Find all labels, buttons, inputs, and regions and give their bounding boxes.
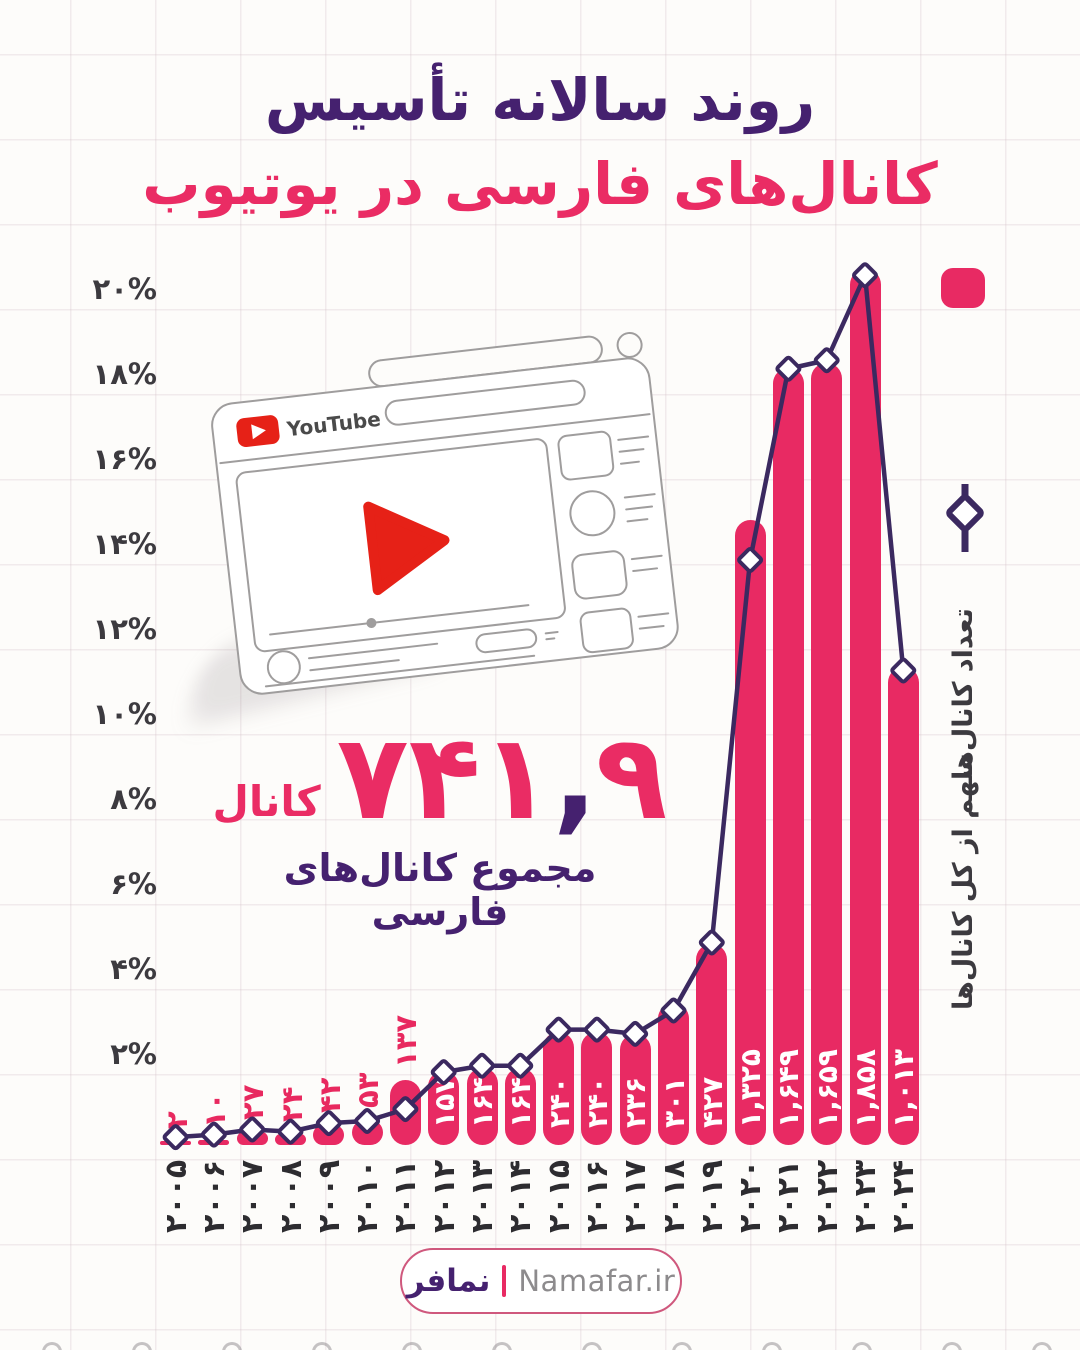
bar-2007 — [236, 1132, 268, 1145]
y-tick-18: ۱۸% — [92, 357, 157, 391]
share-marker-2005 — [162, 1124, 189, 1151]
bar-2024 — [887, 667, 919, 1145]
bottom-edge-mark — [312, 1342, 332, 1350]
bar-2016 — [581, 1031, 613, 1145]
bottom-edge-mark — [582, 1342, 602, 1350]
bottom-edge-mark — [402, 1342, 422, 1350]
y-tick-4: ۴% — [110, 952, 157, 986]
bar-2014 — [504, 1067, 536, 1145]
total-stat: ۹, ۷۴۱ کانال مجموع کانال‌های فارسی — [212, 718, 669, 934]
bar-2018 — [658, 1003, 689, 1145]
bottom-edge-mark — [222, 1342, 242, 1350]
youtube-illustration: YouTube — [200, 323, 690, 712]
total-number-rest: ۷۴۱ — [336, 708, 555, 846]
bottom-edge-mark — [132, 1342, 152, 1350]
total-unit-label: کانال — [212, 777, 321, 826]
y-tick-12: ۱۲% — [92, 612, 157, 646]
legend-line-label: سهم از کل کانال‌ها — [948, 753, 979, 1010]
bar-2011 — [389, 1080, 421, 1145]
bar-2023 — [849, 269, 881, 1145]
bar-value-2005: ۲ — [159, 1111, 194, 1129]
footer-site-link[interactable]: نمافر Namafar.ir — [400, 1248, 682, 1314]
total-number-lead: ۹ — [595, 708, 670, 846]
bar-2010 — [351, 1120, 383, 1145]
y-tick-16: ۱۶% — [92, 442, 157, 476]
bar-2021 — [772, 367, 804, 1145]
bar-2019 — [696, 943, 728, 1145]
legend-bar-swatch — [941, 268, 985, 308]
total-subtitle: مجموع کانال‌های فارسی — [283, 846, 597, 934]
bar-2008 — [275, 1133, 306, 1145]
page-title-line1: روند سالانه تأسیس — [264, 66, 816, 134]
footer-separator — [502, 1265, 507, 1297]
bar-2013 — [466, 1067, 498, 1145]
y-tick-20: ۲۰% — [92, 272, 157, 306]
y-tick-10: ۱۰% — [92, 697, 157, 731]
y-tick-6: ۶% — [110, 867, 157, 901]
bar-2006 — [198, 1140, 230, 1145]
bottom-edge-mark — [42, 1342, 62, 1350]
bottom-edge-mark — [852, 1342, 872, 1350]
bar-2009 — [313, 1125, 345, 1145]
bar-2022 — [811, 362, 843, 1145]
footer-site-url: Namafar.ir — [518, 1264, 676, 1298]
bottom-edge-mark — [672, 1342, 692, 1350]
sketch-avatar-top — [616, 331, 643, 358]
bottom-edge-mark — [942, 1342, 962, 1350]
page-title-line2: کانال‌های فارسی در یوتیوب — [142, 150, 938, 218]
total-number-comma: , — [552, 708, 598, 846]
bar-2020 — [734, 520, 766, 1145]
bar-2015 — [543, 1031, 575, 1145]
footer-site-name-fa: نمافر — [406, 1263, 491, 1299]
youtube-logo-icon — [236, 415, 280, 448]
bar-2017 — [619, 1033, 651, 1145]
bottom-edge-mark — [762, 1342, 782, 1350]
x-tick-2005: ۲۰۰۵ — [158, 1159, 194, 1233]
y-tick-14: ۱۴% — [92, 527, 157, 561]
bar-2012 — [428, 1070, 460, 1145]
y-tick-2: ۲% — [110, 1037, 157, 1071]
bottom-edge-mark — [492, 1342, 512, 1350]
bottom-edge-mark — [1032, 1342, 1052, 1350]
bar-2005 — [160, 1141, 192, 1145]
total-number: ۹, ۷۴۱ — [336, 708, 670, 846]
y-tick-8: ۸% — [110, 782, 157, 816]
